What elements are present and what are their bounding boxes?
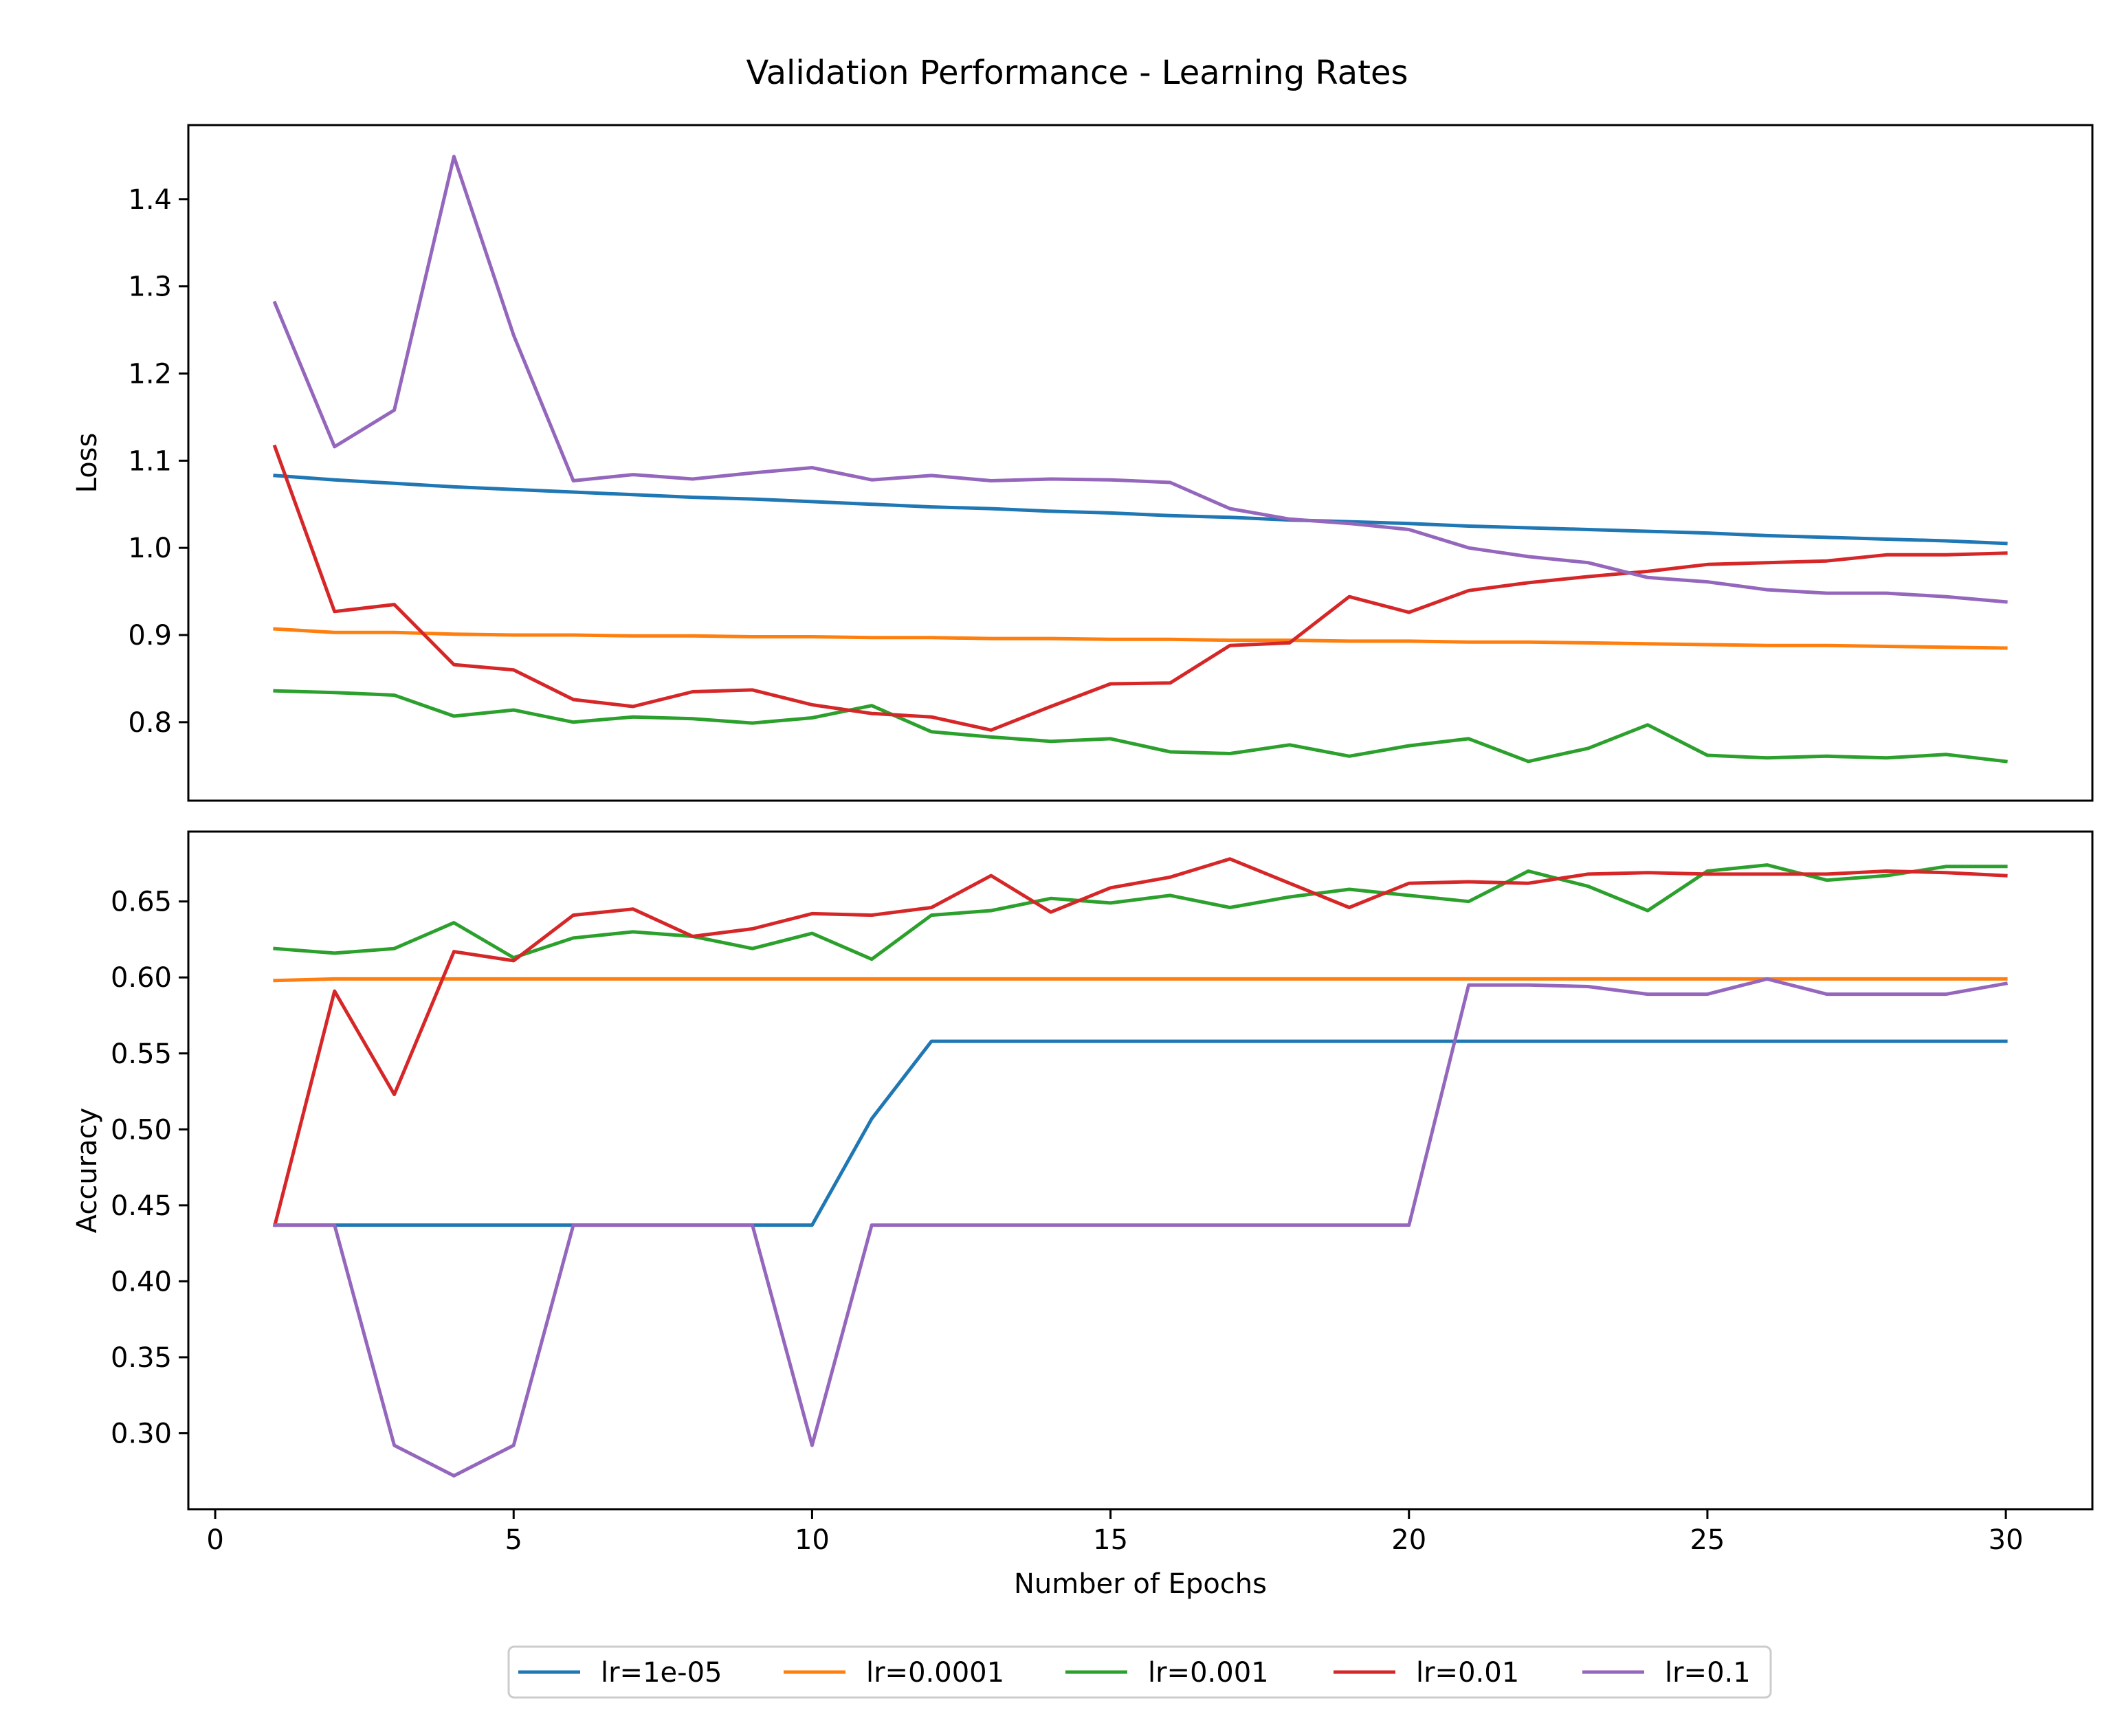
y-axis-label: Loss [71,433,103,493]
y-tick-label: 0.40 [111,1266,172,1298]
series-line-accuracy-3 [272,857,2008,1227]
y-tick-label: 0.9 [128,620,172,652]
series-line-loss-0 [273,474,2008,546]
series-line-loss-2 [273,689,2008,764]
panel-loss: 0.8 0.9 1.0 1.1 1.2 1.3 1.4 Loss [71,124,2094,802]
y-tick-label: 1.1 [128,445,172,477]
chart-title: Validation Performance - Learning Rates [746,54,1408,92]
x-tick-label: 0 [206,1524,223,1556]
series-line-loss-4 [272,155,2008,604]
y-tick-label: 0.45 [111,1190,172,1222]
legend-label: lr=0.001 [1148,1657,1269,1689]
y-tick-label: 0.35 [111,1342,172,1374]
series-line-loss-3 [272,444,2008,732]
legend-label: lr=0.1 [1665,1657,1751,1689]
x-tick-label: 10 [795,1524,830,1556]
y-tick-label: 0.50 [111,1114,172,1146]
y-tick-label: 0.60 [111,962,172,994]
y-tick-label: 0.8 [128,707,172,739]
y-axis-label: Accuracy [71,1108,103,1234]
series-line-accuracy-4 [273,977,2009,1478]
y-tick-label: 0.65 [111,887,172,918]
legend-frame [507,1645,1772,1699]
x-tick-label: 15 [1093,1524,1128,1556]
plot-frame [187,830,2094,1511]
y-tick-label: 1.3 [128,271,172,303]
series-line-accuracy-0 [273,1039,2008,1227]
y-tick-label: 1.0 [128,533,172,564]
legend-label: lr=1e-05 [601,1657,722,1689]
legend-label: lr=0.0001 [866,1657,1004,1689]
series-line-accuracy-2 [273,863,2008,961]
x-tick-label: 30 [1989,1524,2024,1556]
plot-frame [187,124,2094,802]
series-line-loss-1 [273,627,2008,650]
y-tick-label: 1.2 [128,358,172,390]
plot-layer: 0.8 0.9 1.0 1.1 1.2 1.3 1.4 Loss 0.30 0.35 0.40 0.4… [71,124,2094,1600]
panel-accuracy: 0.30 0.35 0.40 0.45 0.50 0.55 0.60 0.65 Accuracy… [71,830,2094,1600]
x-tick-label: 25 [1690,1524,1725,1556]
legend-label: lr=0.01 [1416,1657,1519,1689]
y-tick-label: 0.55 [111,1038,172,1070]
legend: lr=1e-05 lr=0.0001 lr=0.001 lr=0.01 lr=0.1 [507,1645,1772,1699]
y-tick-label: 1.4 [128,184,172,216]
x-tick-label: 20 [1391,1524,1426,1556]
series-line-accuracy-1 [273,977,2008,983]
x-tick-label: 5 [505,1524,522,1556]
x-axis-label: Number of Epochs [1014,1568,1267,1600]
y-tick-label: 0.30 [111,1418,172,1449]
